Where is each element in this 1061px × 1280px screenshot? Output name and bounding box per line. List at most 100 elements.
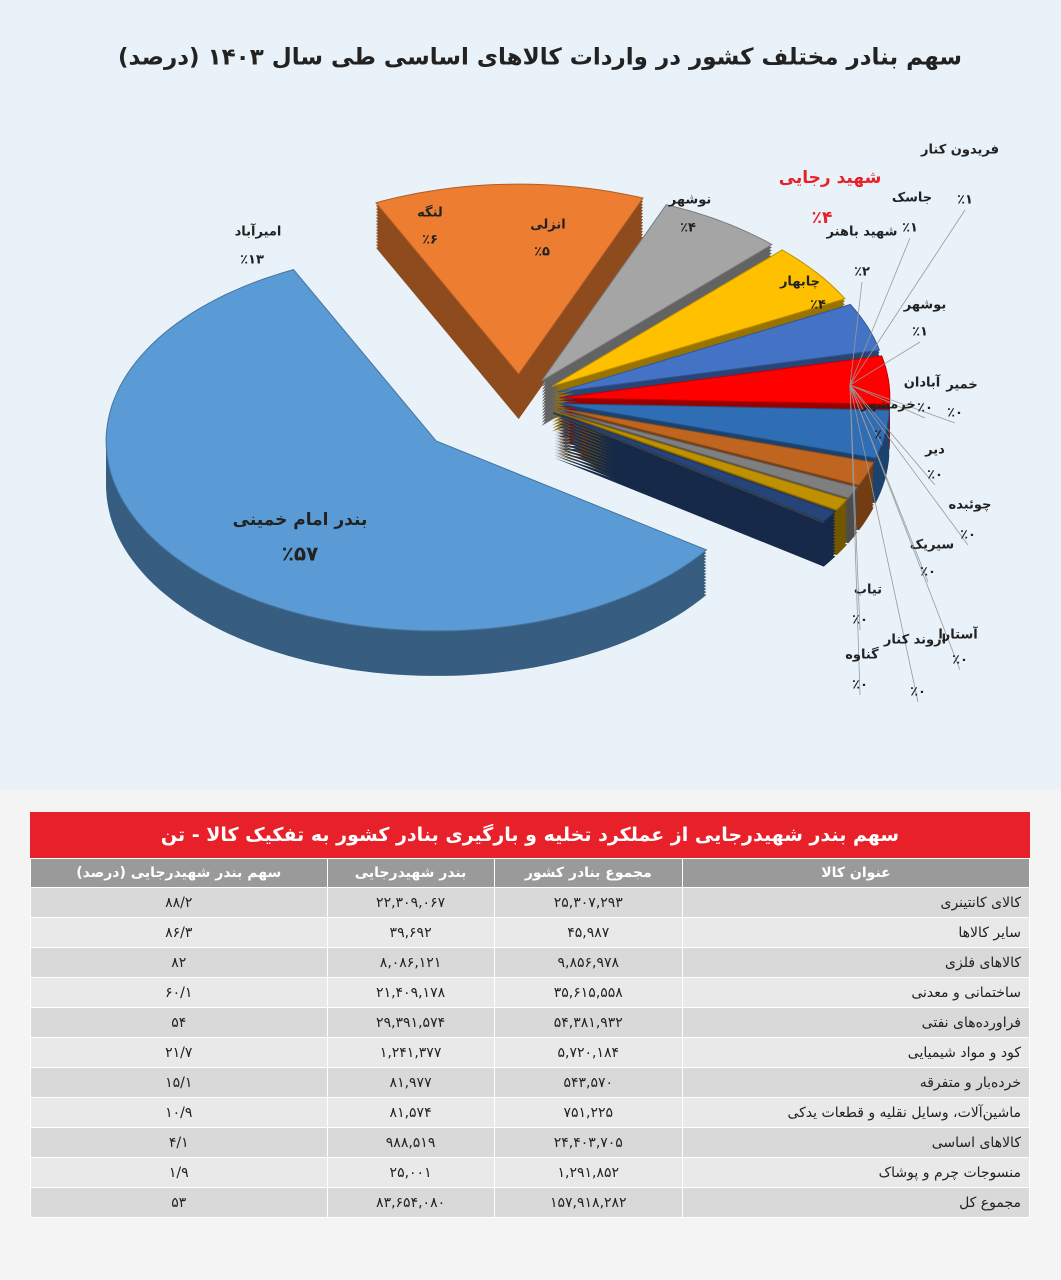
slice-label: چابهار xyxy=(779,275,820,290)
table-cell: ۸۳,۶۵۴,۰۸۰ xyxy=(326,1187,495,1218)
slice-label: گناوه xyxy=(845,647,879,663)
table-cell: مجموع کل xyxy=(681,1187,1031,1218)
chart-area: سهم بنادر مختلف کشور در واردات کالاهای ا… xyxy=(0,0,1061,790)
table-cell: ۱۵۷,۹۱۸,۲۸۲ xyxy=(493,1187,683,1218)
table-cell: ۵۴,۳۸۱,۹۳۲ xyxy=(493,1007,683,1038)
slice-value-label: ٪۰ xyxy=(852,678,868,693)
slice-label: جاسک xyxy=(892,191,932,206)
table-cell: ۲۴,۴۰۳,۷۰۵ xyxy=(493,1127,683,1158)
leader-line xyxy=(849,384,956,424)
slice-value-label: ٪۰ xyxy=(952,653,968,668)
table-row: کالای کانتینری ۲۵,۳۰۷,۲۹۳ ۲۲,۳۰۹,۰۶۷ ۸۸/۲ xyxy=(30,887,1031,918)
table-cell: ۱,۲۴۱,۳۷۷ xyxy=(326,1037,495,1068)
slice-label: امیرآباد xyxy=(235,223,282,240)
slice-label: نوشهر xyxy=(668,193,712,208)
table-cell: ۲۲,۳۰۹,۰۶۷ xyxy=(326,887,495,918)
slice-label: سیریک xyxy=(910,538,954,553)
slice-value-label: ٪۲ xyxy=(854,265,870,280)
column-header: مجموع بنادر کشور xyxy=(493,858,683,888)
table-cell: فراورده‌های نفتی xyxy=(681,1007,1031,1038)
table-panel: سهم بندر شهیدرجایی از عملکرد تخلیه و بار… xyxy=(30,812,1031,1218)
table-row: فراورده‌های نفتی ۵۴,۳۸۱,۹۳۲ ۲۹,۳۹۱,۵۷۴ ۵۴ xyxy=(30,1007,1031,1038)
table-row: ساختمانی و معدنی ۳۵,۶۱۵,۵۵۸ ۲۱,۴۰۹,۱۷۸ ۶۰/۱ xyxy=(30,977,1031,1008)
leader-line xyxy=(849,341,921,386)
column-header: بندر شهیدرجایی xyxy=(326,858,495,888)
pie-slice xyxy=(554,410,849,511)
table-cell: کالاهای اساسی xyxy=(681,1127,1031,1158)
table-cell: ۸۸/۲ xyxy=(30,887,328,918)
pie-slice xyxy=(105,269,708,632)
table-cell: ۵,۷۲۰,۱۸۴ xyxy=(493,1037,683,1068)
table-cell: ۸۱,۵۷۴ xyxy=(326,1097,495,1128)
column-header: سهم بندر شهیدرجایی (درصد) xyxy=(30,858,328,888)
pie-slice xyxy=(553,412,837,523)
slice-value-label: ٪۱ xyxy=(957,193,973,208)
table-cell: ۹۸۸,۵۱۹ xyxy=(326,1127,495,1158)
leader-line xyxy=(849,209,966,386)
table-cell: ۲۱/۷ xyxy=(30,1037,328,1068)
slice-label: دیر xyxy=(924,443,945,458)
slice-label: بندر امام خمینی xyxy=(233,510,368,530)
table-cell: ماشین‌آلات، وسایل نقلیه و قطعات یدکی xyxy=(681,1097,1031,1128)
table-row: منسوجات چرم و پوشاک ۱,۲۹۱,۸۵۲ ۲۵,۰۰۱ ۱/۹ xyxy=(30,1157,1031,1188)
leader-line xyxy=(849,384,919,703)
table-cell: سایر کالاها xyxy=(681,917,1031,948)
slice-label: بوشهر xyxy=(903,298,947,313)
leader-line xyxy=(849,384,936,486)
chart: سهم بنادر مختلف کشور در واردات کالاهای ا… xyxy=(105,45,999,703)
table-cell: کود و مواد شیمیایی xyxy=(681,1037,1031,1068)
slice-label: اروند کنار xyxy=(883,633,946,648)
table-cell: ۱۵/۱ xyxy=(30,1067,328,1098)
table-cell: ۶۰/۱ xyxy=(30,977,328,1008)
table-cell: ۲۹,۳۹۱,۵۷۴ xyxy=(326,1007,495,1038)
slice-value-label: ٪۱۳ xyxy=(240,253,264,268)
leader-line xyxy=(849,237,911,386)
chart-title: سهم بنادر مختلف کشور در واردات کالاهای ا… xyxy=(118,45,962,71)
table-row: سایر کالاها ۴۵,۹۸۷ ۳۹,۶۹۲ ۸۶/۳ xyxy=(30,917,1031,948)
table-cell: ۱,۲۹۱,۸۵۲ xyxy=(493,1157,683,1188)
pie-slice xyxy=(375,183,644,375)
slice-value-label: ٪۰ xyxy=(917,401,933,416)
table-cell: ۴/۱ xyxy=(30,1127,328,1158)
leader-line xyxy=(849,281,863,386)
slice-label: شهید رجایی xyxy=(779,168,882,188)
slice-value-label: ٪۱ xyxy=(902,221,918,236)
slice-value-label: ٪۴ xyxy=(810,298,826,313)
table-cell: ۹,۸۵۶,۹۷۸ xyxy=(493,947,683,978)
slice-value-label: ٪۰ xyxy=(947,406,963,421)
slice-label: چوئبده xyxy=(949,498,992,513)
table: عنوان کالا مجموع بنادر کشور بندر شهیدرجایی… xyxy=(30,858,1031,1218)
table-cell: ۲۵,۳۰۷,۲۹۳ xyxy=(493,887,683,918)
table-cell: کالاهای فلزی xyxy=(681,947,1031,978)
table-cell: کالای کانتینری xyxy=(681,887,1031,918)
pie-slice xyxy=(559,355,891,405)
leader-line xyxy=(849,384,926,419)
table-cell: ۸۶/۳ xyxy=(30,917,328,948)
table-cell: ۱/۹ xyxy=(30,1157,328,1188)
table-title: سهم بندر شهیدرجایی از عملکرد تخلیه و بار… xyxy=(30,812,1030,858)
table-cell: ۳۹,۶۹۲ xyxy=(326,917,495,948)
table-row: کالاهای فلزی ۹,۸۵۶,۹۷۸ ۸,۰۸۶,۱۲۱ ۸۲ xyxy=(30,947,1031,978)
slice-label: لنگه xyxy=(417,205,443,221)
table-row: خرده‌بار و متفرقه ۵۴۳,۵۷۰ ۸۱,۹۷۷ ۱۵/۱ xyxy=(30,1067,1031,1098)
slice-value-label: ٪۰ xyxy=(874,428,890,443)
table-cell: ۵۳ xyxy=(30,1187,328,1218)
slice-value-label: ٪۵ xyxy=(534,245,550,260)
slice-label: فریدون کنار xyxy=(920,143,999,158)
column-header: عنوان کالا xyxy=(681,858,1031,888)
slice-value-label: ٪۰ xyxy=(852,613,868,628)
slice-value-label: ٪۱ xyxy=(912,325,928,340)
table-cell: ۴۵,۹۸۷ xyxy=(493,917,683,948)
slice-value-label: ٪۰ xyxy=(960,528,976,543)
table-cell: ۵۴۳,۵۷۰ xyxy=(493,1067,683,1098)
slice-label: آستارا xyxy=(938,626,978,643)
pie-slice xyxy=(552,412,824,523)
slice-label: آبادان xyxy=(904,374,941,391)
table-cell: ۲۱,۴۰۹,۱۷۸ xyxy=(326,977,495,1008)
slice-value-label: ٪۰ xyxy=(927,468,943,483)
table-row: ماشین‌آلات، وسایل نقلیه و قطعات یدکی ۷۵۱,… xyxy=(30,1097,1031,1128)
slice-label: تیاب xyxy=(854,583,882,598)
pie-slice xyxy=(541,204,773,382)
slice-value-label: ٪۴ xyxy=(812,208,833,228)
slice-value-label: ٪۰ xyxy=(910,685,926,700)
